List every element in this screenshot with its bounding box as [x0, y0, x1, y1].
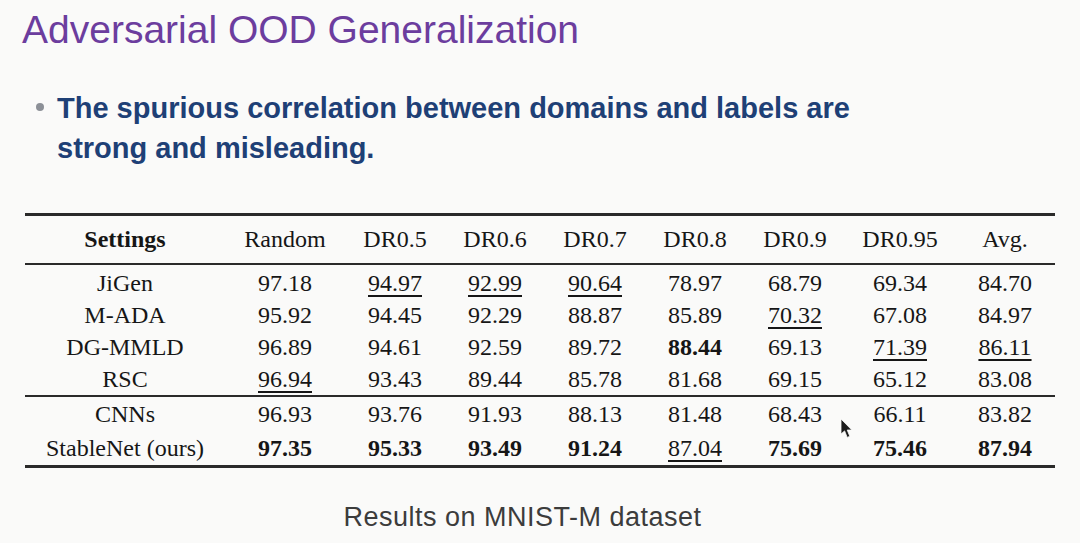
column-header: DR0.8	[645, 215, 745, 265]
column-header: DR0.9	[745, 215, 845, 265]
value-cell: 88.87	[545, 299, 645, 331]
bullet-text: The spurious correlation between domains…	[57, 88, 850, 168]
value-cell: 92.59	[445, 331, 545, 363]
value-cell: 85.78	[545, 363, 645, 396]
value-cell: 78.97	[645, 264, 745, 299]
row-label: DG-MMLD	[25, 331, 225, 363]
table-row: DG-MMLD96.8994.6192.5989.7288.4469.1371.…	[25, 331, 1055, 363]
table-caption: Results on MNIST-M dataset	[0, 502, 1045, 533]
value-cell: 95.33	[345, 431, 445, 467]
value-cell: 69.34	[845, 264, 955, 299]
table-row: StableNet (ours)97.3595.3393.4991.2487.0…	[25, 431, 1055, 467]
value-cell: 87.04	[645, 431, 745, 467]
value-cell: 92.99	[445, 264, 545, 299]
value-cell: 69.13	[745, 331, 845, 363]
value-cell: 95.92	[225, 299, 345, 331]
value-cell: 68.43	[745, 396, 845, 431]
value-cell: 91.24	[545, 431, 645, 467]
results-table: SettingsRandomDR0.5DR0.6DR0.7DR0.8DR0.9D…	[25, 213, 1055, 468]
row-group-2: CNNs96.9393.7691.9388.1381.4868.4366.118…	[25, 396, 1055, 467]
column-header: DR0.7	[545, 215, 645, 265]
value-cell: 97.35	[225, 431, 345, 467]
slide-title: Adversarial OOD Generalization	[22, 8, 579, 52]
value-cell: 66.11	[845, 396, 955, 431]
table-row: M-ADA95.9294.4592.2988.8785.8970.3267.08…	[25, 299, 1055, 331]
value-cell: 69.15	[745, 363, 845, 396]
column-header: Avg.	[955, 215, 1055, 265]
column-header: DR0.5	[345, 215, 445, 265]
row-label: RSC	[25, 363, 225, 396]
row-group-1: JiGen97.1894.9792.9990.6478.9768.7969.34…	[25, 264, 1055, 396]
bullet-line-1: The spurious correlation between domains…	[57, 92, 850, 124]
value-cell: 83.08	[955, 363, 1055, 396]
value-cell: 87.94	[955, 431, 1055, 467]
value-cell: 84.97	[955, 299, 1055, 331]
value-cell: 65.12	[845, 363, 955, 396]
column-header: DR0.95	[845, 215, 955, 265]
value-cell: 97.18	[225, 264, 345, 299]
value-cell: 89.72	[545, 331, 645, 363]
value-cell: 96.89	[225, 331, 345, 363]
value-cell: 92.29	[445, 299, 545, 331]
value-cell: 75.46	[845, 431, 955, 467]
bullet-line-2: strong and misleading.	[57, 132, 374, 164]
mouse-cursor-icon	[840, 419, 853, 439]
value-cell: 81.48	[645, 396, 745, 431]
table-row: RSC96.9493.4389.4485.7881.6869.1565.1283…	[25, 363, 1055, 396]
table-row: CNNs96.9393.7691.9388.1381.4868.4366.118…	[25, 396, 1055, 431]
value-cell: 88.13	[545, 396, 645, 431]
header-row: SettingsRandomDR0.5DR0.6DR0.7DR0.8DR0.9D…	[25, 215, 1055, 265]
value-cell: 68.79	[745, 264, 845, 299]
bullet-dot-icon	[36, 103, 44, 111]
value-cell: 81.68	[645, 363, 745, 396]
value-cell: 71.39	[845, 331, 955, 363]
value-cell: 89.44	[445, 363, 545, 396]
value-cell: 94.61	[345, 331, 445, 363]
value-cell: 94.45	[345, 299, 445, 331]
column-header: Random	[225, 215, 345, 265]
value-cell: 94.97	[345, 264, 445, 299]
value-cell: 93.49	[445, 431, 545, 467]
value-cell: 84.70	[955, 264, 1055, 299]
value-cell: 90.64	[545, 264, 645, 299]
column-header: Settings	[25, 215, 225, 265]
bullet-item: The spurious correlation between domains…	[36, 88, 850, 168]
value-cell: 70.32	[745, 299, 845, 331]
value-cell: 67.08	[845, 299, 955, 331]
value-cell: 93.76	[345, 396, 445, 431]
slide-root: Adversarial OOD Generalization The spuri…	[0, 0, 1080, 543]
row-label: StableNet (ours)	[25, 431, 225, 467]
value-cell: 96.93	[225, 396, 345, 431]
value-cell: 88.44	[645, 331, 745, 363]
value-cell: 93.43	[345, 363, 445, 396]
row-label: M-ADA	[25, 299, 225, 331]
value-cell: 91.93	[445, 396, 545, 431]
row-label: CNNs	[25, 396, 225, 431]
column-header: DR0.6	[445, 215, 545, 265]
value-cell: 75.69	[745, 431, 845, 467]
value-cell: 85.89	[645, 299, 745, 331]
table-row: JiGen97.1894.9792.9990.6478.9768.7969.34…	[25, 264, 1055, 299]
value-cell: 96.94	[225, 363, 345, 396]
row-label: JiGen	[25, 264, 225, 299]
value-cell: 86.11	[955, 331, 1055, 363]
value-cell: 83.82	[955, 396, 1055, 431]
